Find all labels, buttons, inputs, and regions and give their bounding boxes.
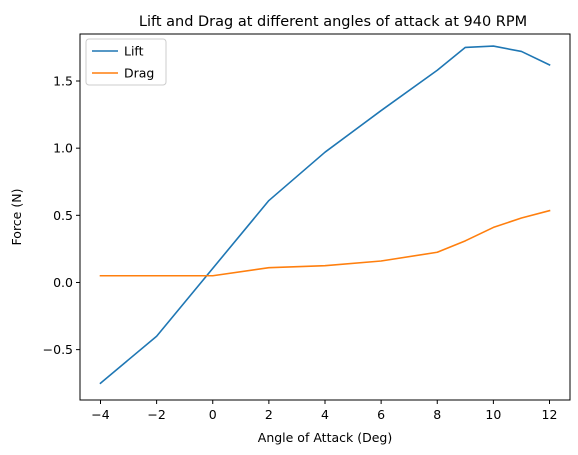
y-tick-label: 0.5	[53, 208, 73, 223]
x-tick-label: 10	[485, 407, 501, 422]
series-line-lift	[99, 45, 551, 385]
x-axis-label: Angle of Attack (Deg)	[258, 430, 392, 445]
x-tick-label: 0	[209, 407, 217, 422]
plot-frame	[79, 33, 571, 401]
legend: Lift Drag	[85, 38, 167, 86]
y-axis-ticks: −0.5 0.0 0.5 1.0 1.5	[43, 74, 80, 357]
legend-label-lift: Lift	[124, 44, 144, 59]
series-line-drag	[99, 209, 551, 277]
y-tick-label: 1.5	[53, 74, 73, 89]
chart-title: Lift and Drag at different angles of att…	[139, 14, 527, 30]
legend-label-drag: Drag	[124, 66, 154, 81]
y-tick-label: 0.0	[53, 275, 73, 290]
x-tick-label: 4	[321, 407, 329, 422]
x-tick-label: −4	[91, 407, 109, 422]
x-tick-label: 2	[265, 407, 273, 422]
x-tick-label: 12	[542, 407, 558, 422]
plot-area	[99, 45, 551, 385]
x-tick-label: 8	[433, 407, 441, 422]
y-tick-label: −0.5	[43, 342, 73, 357]
x-axis-ticks: −4 −2 0 2 4 6 8 10 12	[91, 400, 557, 422]
y-tick-label: 1.0	[53, 141, 73, 156]
x-tick-label: 6	[377, 407, 385, 422]
y-axis-label: Force (N)	[9, 189, 24, 246]
x-tick-label: −2	[147, 407, 165, 422]
